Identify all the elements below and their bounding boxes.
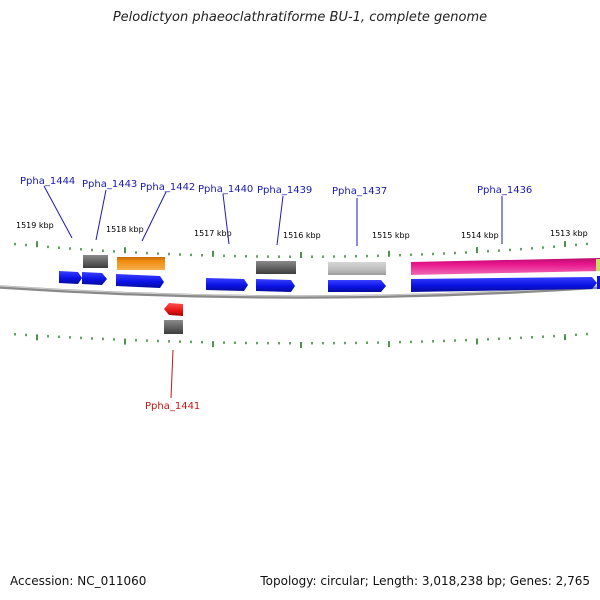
- kbp-label: 1518 kbp: [106, 225, 144, 234]
- tick-row-upper: [14, 241, 588, 258]
- label-leaders: [43, 185, 503, 399]
- kbp-label: 1517 kbp: [194, 229, 232, 238]
- gene-arrow[interactable]: [59, 271, 82, 284]
- gene-label-ppha-1442[interactable]: Ppha_1442: [140, 182, 195, 193]
- feature-box[interactable]: [411, 258, 600, 275]
- kbp-scale: 1519 kbp 1518 kbp 1517 kbp 1516 kbp 1515…: [16, 221, 588, 240]
- tick-row-lower: [14, 332, 588, 348]
- gene-arrow[interactable]: [206, 278, 248, 291]
- feature-row-upper: [83, 255, 600, 275]
- kbp-label: 1519 kbp: [16, 221, 54, 230]
- feature-row-forward: [59, 271, 600, 292]
- gene-label-ppha-1441[interactable]: Ppha_1441: [145, 401, 200, 412]
- feature-row-reverse: [164, 303, 183, 334]
- gene-label-ppha-1444[interactable]: Ppha_1444: [20, 176, 75, 187]
- kbp-label: 1515 kbp: [372, 231, 410, 240]
- gene-label-ppha-1443[interactable]: Ppha_1443: [82, 179, 137, 190]
- feature-box[interactable]: [83, 255, 108, 268]
- gene-arrow[interactable]: [116, 274, 164, 288]
- genome-summary-text: Topology: circular; Length: 3,018,238 bp…: [260, 574, 590, 588]
- kbp-label: 1516 kbp: [283, 231, 321, 240]
- feature-box[interactable]: [164, 320, 183, 334]
- gene-arrow[interactable]: [328, 280, 386, 292]
- gene-labels: Ppha_1444 Ppha_1443 Ppha_1442 Ppha_1440 …: [20, 176, 532, 412]
- gene-arrow[interactable]: [82, 272, 107, 285]
- kbp-label: 1513 kbp: [550, 229, 588, 238]
- gene-arrow-reverse[interactable]: [164, 303, 183, 316]
- feature-box[interactable]: [256, 261, 296, 274]
- kbp-label: 1514 kbp: [461, 231, 499, 240]
- feature-box[interactable]: [328, 262, 386, 275]
- gene-label-ppha-1437[interactable]: Ppha_1437: [332, 186, 387, 197]
- gene-label-ppha-1439[interactable]: Ppha_1439: [257, 185, 312, 196]
- gene-arrow[interactable]: [256, 279, 295, 292]
- gene-arrow[interactable]: [411, 277, 597, 292]
- gene-label-ppha-1436[interactable]: Ppha_1436: [477, 185, 532, 196]
- gene-label-ppha-1440[interactable]: Ppha_1440: [198, 184, 253, 195]
- genome-backbone: [0, 285, 600, 299]
- accession-text: Accession: NC_011060: [10, 574, 147, 588]
- map-title: Pelodictyon phaeoclathratiforme BU-1, co…: [112, 10, 488, 25]
- feature-box[interactable]: [117, 257, 165, 270]
